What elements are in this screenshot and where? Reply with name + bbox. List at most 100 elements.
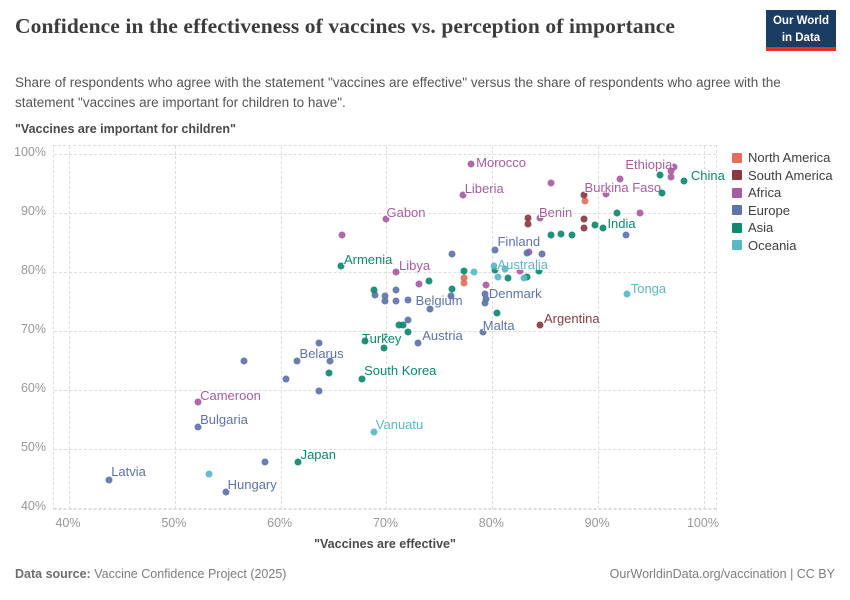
data-point-finland[interactable] bbox=[491, 246, 499, 254]
data-point[interactable] bbox=[524, 220, 532, 228]
data-point[interactable] bbox=[460, 279, 468, 287]
data-point-bulgaria[interactable] bbox=[194, 423, 202, 431]
data-point[interactable] bbox=[395, 321, 403, 329]
data-point-south-korea[interactable] bbox=[358, 375, 366, 383]
legend-swatch-icon bbox=[732, 187, 742, 198]
data-point[interactable] bbox=[361, 337, 369, 345]
data-point[interactable] bbox=[426, 305, 434, 313]
data-point-australia[interactable] bbox=[490, 262, 498, 270]
legend-item-asia[interactable]: Asia bbox=[732, 219, 833, 237]
data-point-argentina[interactable] bbox=[536, 321, 544, 329]
data-point-ethiopia[interactable] bbox=[670, 163, 678, 171]
legend-item-africa[interactable]: Africa bbox=[732, 184, 833, 202]
data-point-hungary[interactable] bbox=[222, 488, 230, 496]
data-point[interactable] bbox=[325, 369, 333, 377]
data-point[interactable] bbox=[404, 316, 412, 324]
data-point[interactable] bbox=[481, 299, 489, 307]
data-point-libya[interactable] bbox=[392, 268, 400, 276]
data-point-india[interactable] bbox=[599, 224, 607, 232]
data-point-turkey[interactable] bbox=[381, 333, 389, 341]
data-point-austria[interactable] bbox=[414, 339, 422, 347]
data-point[interactable] bbox=[470, 268, 478, 276]
data-point-vanuatu[interactable] bbox=[370, 428, 378, 436]
data-point[interactable] bbox=[535, 267, 543, 275]
data-point[interactable] bbox=[482, 281, 490, 289]
x-tick-label: 100% bbox=[686, 516, 719, 530]
data-point-latvia[interactable] bbox=[105, 476, 113, 484]
data-point[interactable] bbox=[482, 295, 490, 303]
data-point[interactable] bbox=[667, 173, 675, 181]
owid-logo[interactable]: Our World in Data bbox=[766, 10, 836, 51]
data-point[interactable] bbox=[240, 357, 248, 365]
data-point[interactable] bbox=[460, 274, 468, 282]
legend-item-europe[interactable]: Europe bbox=[732, 202, 833, 220]
data-point[interactable] bbox=[580, 191, 588, 199]
data-point[interactable] bbox=[261, 458, 269, 466]
data-point-japan[interactable] bbox=[294, 458, 302, 466]
data-point[interactable] bbox=[547, 179, 555, 187]
data-point[interactable] bbox=[371, 291, 379, 299]
data-point[interactable] bbox=[667, 167, 675, 175]
data-point[interactable] bbox=[538, 250, 546, 258]
footer-citation-link[interactable]: OurWorldinData.org/vaccination | CC BY bbox=[609, 567, 835, 581]
data-point[interactable] bbox=[658, 189, 666, 197]
data-point[interactable] bbox=[415, 280, 423, 288]
data-point[interactable] bbox=[616, 175, 624, 183]
data-point-morocco[interactable] bbox=[467, 160, 475, 168]
data-point[interactable] bbox=[315, 339, 323, 347]
data-point-belgium[interactable] bbox=[404, 296, 412, 304]
legend-item-oceania[interactable]: Oceania bbox=[732, 237, 833, 255]
data-point[interactable] bbox=[392, 297, 400, 305]
data-point[interactable] bbox=[460, 267, 468, 275]
data-point[interactable] bbox=[448, 250, 456, 258]
data-point[interactable] bbox=[580, 215, 588, 223]
data-point-benin[interactable] bbox=[536, 214, 544, 222]
data-point[interactable] bbox=[282, 375, 290, 383]
data-point-china[interactable] bbox=[680, 177, 688, 185]
data-point[interactable] bbox=[370, 286, 378, 294]
data-point[interactable] bbox=[516, 267, 524, 275]
data-point[interactable] bbox=[520, 274, 528, 282]
data-point[interactable] bbox=[338, 231, 346, 239]
data-point[interactable] bbox=[504, 274, 512, 282]
data-point[interactable] bbox=[380, 344, 388, 352]
data-point[interactable] bbox=[501, 265, 509, 273]
data-point[interactable] bbox=[448, 285, 456, 293]
data-point-gabon[interactable] bbox=[382, 215, 390, 223]
data-point-burkina-faso[interactable] bbox=[602, 190, 610, 198]
data-point-armenia[interactable] bbox=[337, 262, 345, 270]
data-point[interactable] bbox=[493, 309, 501, 317]
data-point[interactable] bbox=[524, 214, 532, 222]
data-point[interactable] bbox=[557, 230, 565, 238]
data-point[interactable] bbox=[404, 328, 412, 336]
legend-item-north-america[interactable]: North America bbox=[732, 149, 833, 167]
data-point[interactable] bbox=[315, 387, 323, 395]
data-point[interactable] bbox=[381, 292, 389, 300]
data-point[interactable] bbox=[568, 231, 576, 239]
data-point-malta[interactable] bbox=[479, 328, 487, 336]
legend-item-south-america[interactable]: South America bbox=[732, 167, 833, 185]
data-point[interactable] bbox=[392, 286, 400, 294]
data-point[interactable] bbox=[591, 221, 599, 229]
data-point[interactable] bbox=[447, 292, 455, 300]
data-point[interactable] bbox=[399, 321, 407, 329]
data-point[interactable] bbox=[581, 197, 589, 205]
data-point[interactable] bbox=[613, 209, 621, 217]
data-point[interactable] bbox=[425, 277, 433, 285]
data-point-denmark[interactable] bbox=[481, 290, 489, 298]
data-point[interactable] bbox=[622, 231, 630, 239]
data-point-tonga[interactable] bbox=[623, 290, 631, 298]
data-point[interactable] bbox=[205, 470, 213, 478]
data-point[interactable] bbox=[547, 231, 555, 239]
data-point[interactable] bbox=[494, 273, 502, 281]
data-point[interactable] bbox=[491, 266, 499, 274]
data-point[interactable] bbox=[326, 357, 334, 365]
data-point[interactable] bbox=[580, 224, 588, 232]
data-point[interactable] bbox=[656, 171, 664, 179]
data-point-cameroon[interactable] bbox=[194, 398, 202, 406]
data-point-belarus[interactable] bbox=[293, 357, 301, 365]
data-point[interactable] bbox=[523, 249, 531, 257]
data-point[interactable] bbox=[381, 297, 389, 305]
data-point[interactable] bbox=[636, 209, 644, 217]
data-point-liberia[interactable] bbox=[459, 191, 467, 199]
